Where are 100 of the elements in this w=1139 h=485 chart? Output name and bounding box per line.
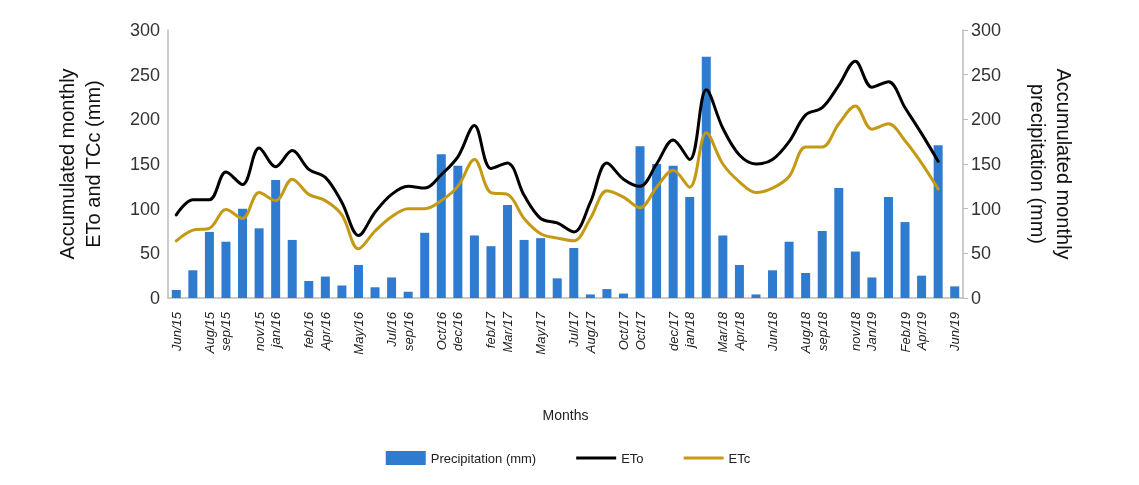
x-tick-label: Oct/17: [615, 311, 631, 351]
bar: [221, 241, 231, 298]
bar: [817, 231, 827, 298]
legend-label: Precipitation (mm): [430, 450, 537, 466]
bar: [618, 293, 628, 298]
bar: [734, 264, 744, 298]
bar: [768, 270, 778, 298]
x-tick-label: nov/15: [251, 311, 267, 352]
bar: [238, 208, 248, 298]
x-tick-label: Apr/16: [317, 311, 333, 352]
x-tick-label: Jun/18: [765, 311, 781, 353]
bar: [320, 276, 330, 298]
x-tick-label: Mar/18: [715, 311, 731, 353]
bar: [602, 289, 612, 298]
y-tick-label: 50: [139, 243, 160, 264]
bar: [188, 270, 198, 298]
bar: [453, 165, 463, 298]
line-series: [174, 59, 940, 237]
x-tick-label: jan/18: [682, 311, 698, 350]
bar: [900, 222, 910, 298]
x-tick-label: Apr/18: [731, 311, 747, 352]
bar: [287, 239, 297, 298]
x-tick-label: Oct/16: [433, 311, 449, 351]
bar: [420, 232, 430, 298]
x-tick-label: Feb/19: [897, 312, 913, 353]
bar: [950, 286, 960, 298]
bar: [552, 278, 562, 298]
bar: [701, 56, 711, 298]
legend-label: ETo: [621, 450, 644, 466]
bar: [254, 228, 264, 298]
bar: [652, 164, 662, 298]
bar: [304, 281, 314, 298]
legend-label: ETc: [728, 450, 751, 466]
y2-tick-label: 0: [971, 288, 982, 308]
bar: [436, 154, 446, 298]
bar: [685, 197, 695, 298]
y-tick-label: 250: [129, 64, 160, 85]
y2-tick-label: 50: [971, 243, 992, 264]
x-tick-label: Mar/17: [500, 311, 516, 353]
bar: [337, 285, 347, 298]
bar: [569, 247, 579, 298]
bar: [933, 145, 943, 298]
y2-tick-label: 100: [971, 198, 1002, 219]
bar: [917, 275, 927, 298]
bar: [469, 235, 479, 298]
x-tick-label: feb/17: [483, 311, 499, 349]
x-tick-label: nov/18: [847, 311, 863, 352]
bar: [171, 289, 181, 298]
x-axis-title: Months: [542, 407, 589, 423]
bar: [403, 291, 413, 298]
bar: [536, 238, 546, 298]
bar: [883, 197, 893, 298]
x-tick-label: Aug/18: [798, 311, 814, 355]
x-tick-label: Jan/19: [864, 312, 880, 353]
bar: [801, 272, 811, 298]
bar: [635, 146, 645, 298]
x-tick-label: Oct/17: [632, 311, 648, 351]
y2-tick-label: 200: [971, 109, 1002, 130]
x-tick-label: Jul/17: [566, 311, 582, 348]
bar: [867, 277, 877, 298]
y-tick-label: 300: [129, 20, 160, 40]
bar: [503, 205, 513, 298]
bar: [370, 287, 380, 298]
x-tick-label: sep/16: [400, 311, 416, 352]
bar: [850, 251, 860, 298]
y2-axis-title: Accumulated monthly precipitation (mm): [1027, 68, 1075, 260]
bar: [751, 294, 761, 298]
bar: [353, 264, 363, 298]
y-axis-title: Accumulated monthly ETo and TCc (mm): [56, 68, 104, 260]
bar: [784, 241, 794, 298]
bar: [486, 246, 496, 298]
x-tick-label: jan/16: [268, 311, 284, 350]
x-tick-label: feb/16: [301, 311, 317, 349]
x-tick-label: Jun/15: [168, 311, 184, 353]
y-tick-label: 200: [129, 109, 160, 130]
x-tick-label: May/16: [350, 311, 366, 355]
y-tick-label: 0: [149, 288, 160, 308]
x-tick-label: dec/16: [450, 311, 466, 352]
bar: [585, 294, 595, 298]
y2-tick-label: 300: [971, 20, 1002, 40]
x-tick-label: Aug/17: [582, 311, 598, 355]
y-tick-label: 100: [129, 198, 160, 219]
x-tick-label: sep/18: [814, 311, 830, 352]
bar: [387, 277, 397, 298]
x-tick-label: Apr/19: [914, 312, 930, 352]
y-tick-label: 150: [129, 154, 160, 174]
bar: [519, 239, 529, 298]
bar: [718, 235, 728, 298]
line-series: [174, 104, 940, 251]
x-tick-label: Jul/16: [384, 311, 400, 348]
y2-tick-label: 150: [971, 154, 1002, 174]
x-tick-label: Aug/15: [201, 311, 217, 355]
bar: [204, 231, 214, 298]
x-tick-label: May/17: [533, 311, 549, 355]
x-tick-label: Jun/19: [947, 312, 963, 353]
bar: [834, 188, 844, 298]
x-tick-label: dec/17: [665, 311, 681, 352]
bar: [271, 180, 281, 298]
y2-tick-label: 250: [971, 64, 1002, 85]
bar: [668, 165, 678, 298]
